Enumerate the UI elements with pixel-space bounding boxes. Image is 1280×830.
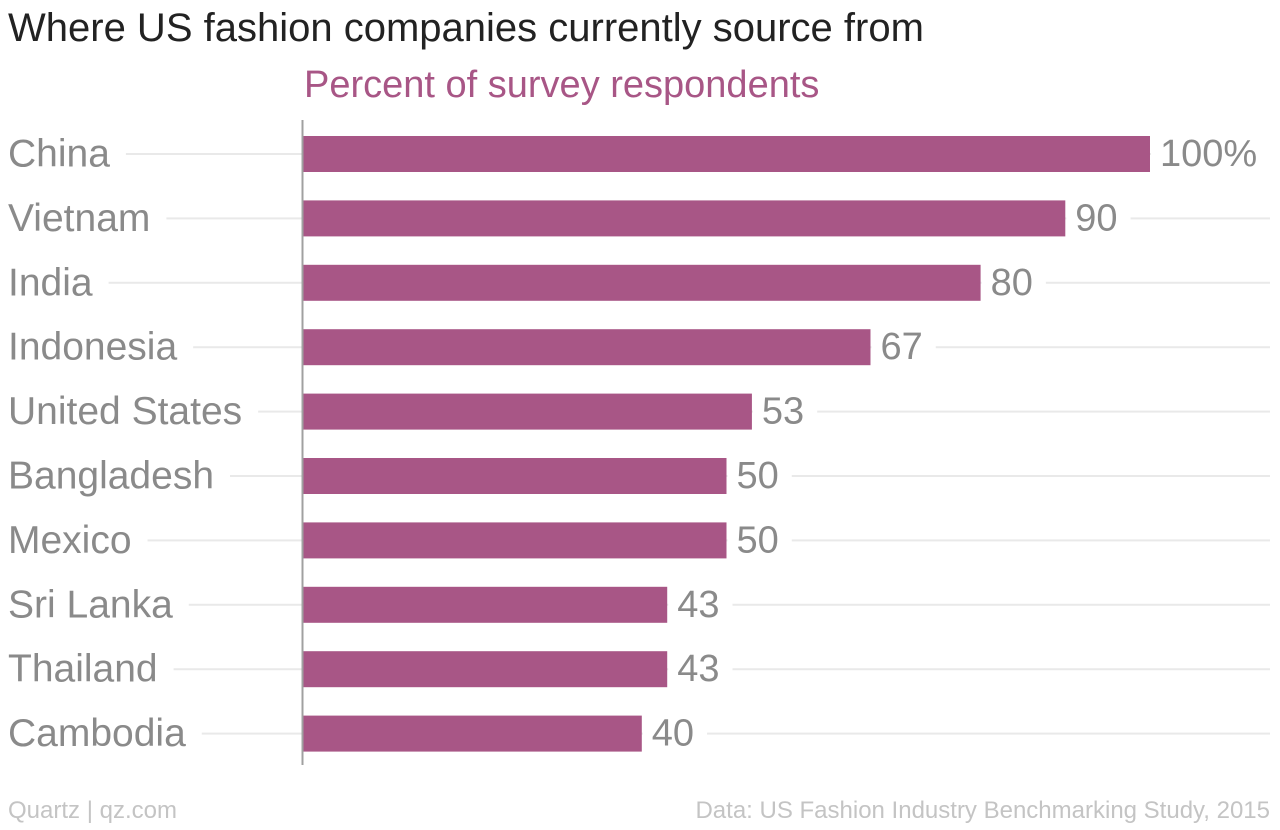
category-labels: China Vietnam India Indonesia United States B… bbox=[8, 133, 242, 756]
bar-chart: China Vietnam India Indonesia United States B… bbox=[8, 120, 1271, 765]
value-label-backing bbox=[1151, 148, 1271, 160]
category-label: India bbox=[8, 261, 93, 304]
category-label: Mexico bbox=[8, 519, 132, 562]
bar bbox=[303, 393, 752, 430]
bar bbox=[303, 264, 981, 301]
footer-source-right: Data: US Fashion Industry Benchmarking S… bbox=[695, 797, 1270, 824]
value-label-backing bbox=[981, 276, 1046, 289]
value-label-backing bbox=[668, 663, 733, 676]
bar bbox=[303, 458, 727, 494]
category-label: China bbox=[8, 133, 110, 176]
value-label-backing bbox=[668, 598, 733, 611]
bar bbox=[303, 329, 871, 366]
bar bbox=[303, 715, 642, 752]
bars bbox=[303, 136, 1150, 752]
category-label: United States bbox=[8, 390, 242, 433]
value-labels: 100% 90 80 67 53 50 50 43 43 40 bbox=[652, 133, 1257, 755]
bar bbox=[303, 522, 727, 559]
value-label: 40 bbox=[652, 713, 694, 755]
footer-source-left: Quartz | qz.com bbox=[8, 797, 177, 824]
value-label: 90 bbox=[1075, 197, 1117, 239]
value-label: 53 bbox=[762, 391, 804, 433]
value-label-backing bbox=[727, 534, 792, 547]
value-label: 50 bbox=[737, 519, 779, 561]
category-label: Cambodia bbox=[8, 712, 186, 755]
value-label: 80 bbox=[991, 262, 1033, 304]
bar bbox=[303, 136, 1150, 172]
value-label: 43 bbox=[677, 648, 719, 690]
value-label-backing bbox=[727, 470, 792, 482]
chart-title: Where US fashion companies currently sou… bbox=[8, 6, 924, 50]
value-label: 50 bbox=[737, 455, 779, 497]
bar bbox=[303, 651, 668, 688]
value-label: 100% bbox=[1160, 133, 1257, 175]
value-label-backing bbox=[871, 341, 936, 354]
value-label-backing bbox=[1066, 212, 1131, 225]
category-label: Thailand bbox=[8, 648, 158, 691]
value-label: 67 bbox=[880, 326, 922, 368]
chart-subtitle: Percent of survey respondents bbox=[304, 64, 820, 106]
category-label: Indonesia bbox=[8, 326, 177, 369]
category-label: Sri Lanka bbox=[8, 583, 173, 626]
category-label: Bangladesh bbox=[8, 455, 214, 498]
bar bbox=[303, 586, 668, 623]
value-label: 43 bbox=[677, 584, 719, 626]
value-label-backing bbox=[752, 405, 818, 418]
category-label: Vietnam bbox=[8, 197, 150, 240]
value-label-backing bbox=[642, 727, 708, 740]
bar bbox=[303, 200, 1066, 237]
